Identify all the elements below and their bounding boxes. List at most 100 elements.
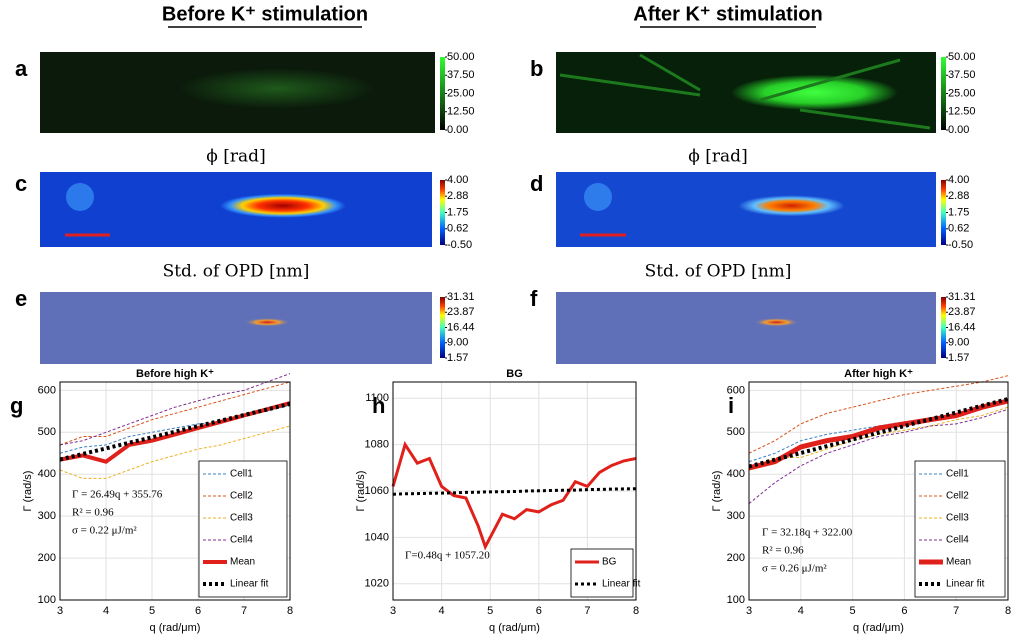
colorbar-tick-label: 16.44 [447,321,475,333]
x-tick-label: 8 [287,605,293,617]
colorbar-tick-label: 37.50 [447,69,475,81]
y-axis-label: Γ (rad/s) [22,471,34,512]
legend-label: Cell1 [230,469,253,480]
panel-label: g [10,393,23,418]
y-tick-label: 1020 [365,578,389,590]
y-tick-label: 400 [38,468,56,480]
image [556,292,936,364]
colorbar-tick-label: 50.00 [447,51,475,63]
legend-label: Cell3 [946,513,969,524]
x-axis-label: q (rad/μm) [853,622,904,634]
y-tick-label: 300 [38,510,56,522]
x-tick-label: 3 [746,605,752,617]
annotation: σ = 0.26 μJ/m² [762,563,827,575]
legend [570,548,634,598]
image [40,52,435,133]
y-axis-label: Γ (rad/s) [355,471,367,512]
colorbar-tick-label: 0.62 [948,223,969,235]
legend-label: Linear fit [602,579,641,590]
series-line [59,373,291,446]
x-tick-label: 6 [195,605,201,617]
colorbar-tick-label: 0.00 [948,124,969,136]
colorbar-tick-label: 31.31 [447,291,475,303]
x-tick-label: 5 [149,605,155,617]
panel-label: d [530,171,543,196]
legend [914,460,1006,598]
neurite [559,53,931,130]
x-tick-label: 8 [1005,605,1011,617]
x-tick-label: 7 [241,605,247,617]
x-tick-label: 7 [584,605,590,617]
colorbar-tick-label: 12.50 [447,106,475,118]
series-line [391,441,637,551]
annotation: σ = 0.22 μJ/m² [72,525,137,537]
colorbar-tick-label: 37.50 [948,69,976,81]
annotation: Γ=0.48q + 1057.20 [405,550,490,562]
x-tick-label: 4 [103,605,109,617]
legend-label: BG [602,557,617,568]
colorbar-tick-label: 4.00 [948,174,969,186]
y-tick-label: 1060 [365,485,389,497]
series-line [392,487,637,496]
x-tick-label: 7 [953,605,959,617]
y-tick-label: 1080 [365,439,389,451]
annotation: R² = 0.96 [72,507,114,519]
plot-frame [748,381,1009,601]
y-tick-label: 400 [727,468,745,480]
legend-label: Cell4 [946,535,969,546]
colorbar [941,297,946,358]
x-tick-label: 8 [633,605,639,617]
y-tick-label: 1100 [365,392,389,404]
y-tick-label: 100 [38,594,56,606]
colorbar-tick-label: 12.50 [948,106,976,118]
x-tick-label: 4 [439,605,445,617]
panel-label: h [372,393,385,418]
chart-title: BG [506,368,523,380]
image-caption: ϕ [rad] [206,147,265,167]
y-tick-label: 500 [727,426,745,438]
colorbar [941,57,946,130]
x-tick-label: 4 [798,605,804,617]
y-tick-label: 600 [38,384,56,396]
colorbar-tick-label: 1.57 [447,352,468,364]
colorbar [440,297,445,358]
image-caption: ϕ [rad] [688,147,747,167]
x-tick-label: 6 [536,605,542,617]
legend-label: Cell2 [230,491,253,502]
x-axis-label: q (rad/μm) [489,622,540,634]
panel-label: a [15,56,28,81]
x-tick-label: 6 [901,605,907,617]
y-tick-label: 500 [38,426,56,438]
legend [198,460,288,598]
series-line [59,381,291,446]
legend-label: Cell4 [230,535,253,546]
header: Before K⁺ stimulation [162,3,368,25]
legend-label: Mean [230,557,255,568]
colorbar-tick-label: 9.00 [447,337,468,349]
panel-label: f [530,286,538,311]
series-line [748,408,1009,504]
header: After K⁺ stimulation [633,3,822,25]
colorbar-tick-label: 0.62 [447,223,468,235]
legend-label: Linear fit [230,579,269,590]
series-line [59,425,291,479]
y-tick-label: 200 [38,552,56,564]
panel-label: c [15,171,27,196]
x-tick-label: 3 [57,605,63,617]
x-tick-label: 3 [390,605,396,617]
y-tick-label: 200 [727,552,745,564]
colorbar-tick-label: 25.00 [948,87,976,99]
colorbar-tick-label: 1.75 [948,206,969,218]
annotation: Γ = 26.49q + 355.76 [72,489,163,501]
colorbar-tick-label: -0.50 [948,239,973,251]
annotation: R² = 0.96 [762,545,804,557]
annotation: Γ = 32.18q + 322.00 [762,527,853,539]
series-line [59,401,291,464]
chart-title: After high K⁺ [844,368,913,380]
series-line [748,397,1009,469]
x-tick-label: 5 [850,605,856,617]
colorbar-tick-label: 23.87 [447,306,475,318]
series-line [748,398,1009,471]
colorbar [440,57,445,130]
colorbar-tick-label: 1.75 [447,206,468,218]
